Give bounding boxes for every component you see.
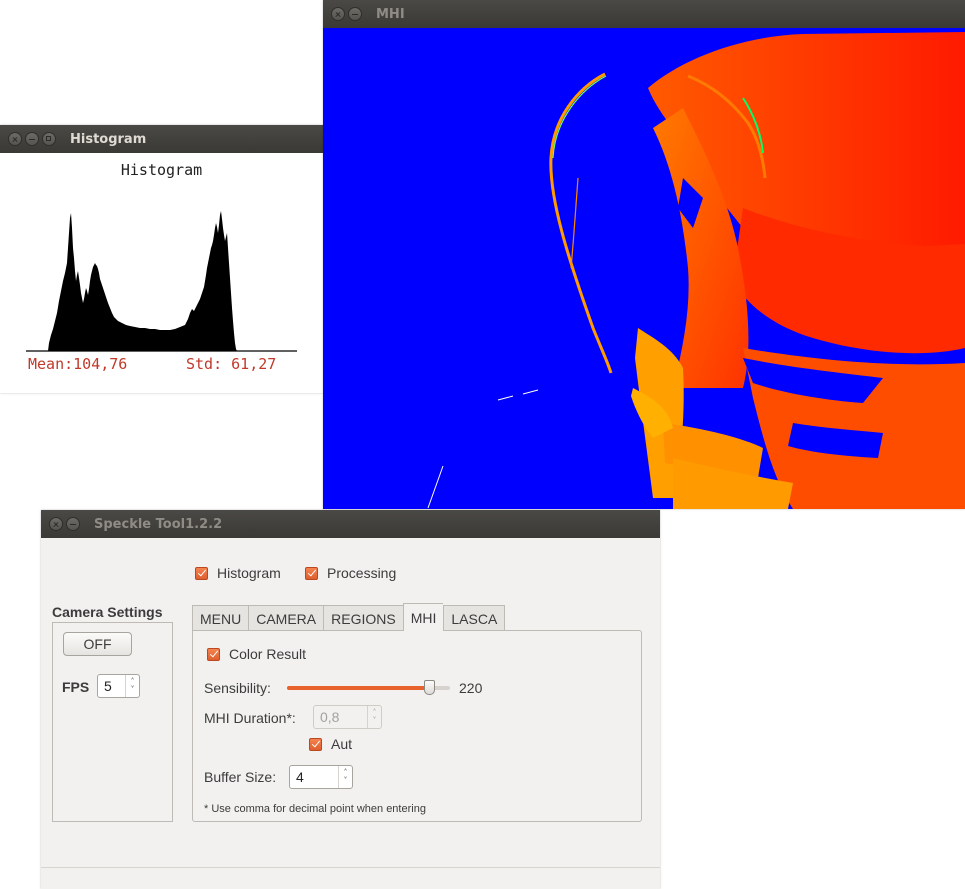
buffer-size-spinbox[interactable]: 4 ˄ ˅	[289, 765, 353, 789]
status-divider	[41, 867, 660, 868]
mhi-duration-spinbox[interactable]: 0,8 ˄ ˅	[313, 705, 382, 729]
sensibility-slider-handle[interactable]	[423, 680, 435, 695]
spin-arrows-icon[interactable]: ˄ ˅	[338, 766, 352, 788]
camera-toggle-button[interactable]: OFF	[63, 632, 132, 656]
fps-spinbox[interactable]: 5 ˄ ˅	[97, 674, 140, 698]
close-icon[interactable]	[331, 7, 345, 21]
mhi-window-title: MHI	[376, 6, 405, 22]
camera-settings-heading: Camera Settings	[52, 604, 163, 620]
speckle-window-title: Speckle Tool1.2.2	[94, 516, 223, 532]
mhi-window: MHI	[323, 0, 965, 509]
tab-lasca[interactable]: LASCA	[443, 605, 506, 631]
tab-menu[interactable]: MENU	[192, 605, 249, 631]
auto-checkbox[interactable]: Aut	[309, 736, 352, 752]
checkbox-checked-icon[interactable]	[195, 566, 208, 580]
mhi-duration-label: MHI Duration*:	[204, 710, 296, 726]
spin-arrows-icon[interactable]: ˄ ˅	[125, 675, 139, 697]
mhi-titlebar: MHI	[323, 0, 965, 28]
color-result-checkbox[interactable]: Color Result	[207, 646, 306, 662]
minimize-icon[interactable]	[25, 132, 39, 146]
minimize-icon[interactable]	[66, 517, 80, 531]
mhi-duration-value[interactable]: 0,8	[320, 709, 340, 725]
fps-label: FPS:	[62, 679, 90, 695]
speckle-titlebar: Speckle Tool1.2.2	[41, 510, 660, 538]
histogram-checkbox-label: Histogram	[217, 565, 281, 581]
close-icon[interactable]	[49, 517, 63, 531]
tab-regions[interactable]: REGIONS	[323, 605, 403, 631]
color-result-label: Color Result	[229, 646, 307, 662]
sensibility-slider-fill	[287, 686, 429, 690]
processing-checkbox-label: Processing	[327, 565, 397, 581]
histogram-plot	[26, 211, 297, 352]
histogram-mean: Mean:104,76	[28, 355, 128, 373]
camera-settings-frame	[52, 622, 173, 822]
histogram-bars	[48, 211, 237, 351]
auto-checkbox-label: Aut	[331, 736, 353, 752]
histogram-titlebar: Histogram	[0, 125, 323, 153]
histogram-std: Std: 61,27	[186, 355, 277, 373]
decimal-footnote: * Use comma for decimal point when enter…	[204, 803, 426, 815]
buffer-size-value[interactable]: 4	[296, 769, 304, 785]
histogram-window: Histogram Histogram Mean:104,76 Std: 61,…	[0, 125, 323, 393]
checkbox-checked-icon[interactable]	[309, 737, 322, 751]
tab-camera[interactable]: CAMERA	[248, 605, 324, 631]
sensibility-label: Sensibility:	[204, 680, 271, 696]
minimize-icon[interactable]	[348, 7, 362, 21]
sensibility-value: 220	[459, 680, 483, 696]
checkbox-checked-icon[interactable]	[305, 566, 318, 580]
tab-mhi[interactable]: MHI	[402, 603, 444, 631]
mhi-edge-streak	[549, 72, 613, 374]
histogram-window-title: Histogram	[70, 131, 147, 147]
histogram-checkbox[interactable]: Histogram	[195, 565, 281, 581]
checkbox-checked-icon[interactable]	[207, 647, 220, 661]
buffer-size-label: Buffer Size:	[204, 769, 277, 785]
mhi-motion-map	[427, 32, 965, 509]
histogram-chart-title: Histogram	[120, 161, 203, 179]
spin-arrows-icon[interactable]: ˄ ˅	[367, 706, 381, 728]
tab-bar: MENU CAMERA REGIONS MHI LASCA	[192, 603, 506, 631]
mhi-head-region	[648, 32, 965, 289]
maximize-icon[interactable]	[42, 132, 56, 146]
fps-value[interactable]: 5	[104, 678, 112, 694]
processing-checkbox[interactable]: Processing	[305, 565, 396, 581]
mhi-image	[323, 28, 965, 509]
histogram-canvas: Histogram Mean:104,76 Std: 61,27	[0, 153, 323, 393]
sensibility-slider[interactable]	[287, 680, 450, 695]
speckle-tool-window: Speckle Tool1.2.2 Histogram Processing C…	[41, 510, 660, 889]
close-icon[interactable]	[8, 132, 22, 146]
